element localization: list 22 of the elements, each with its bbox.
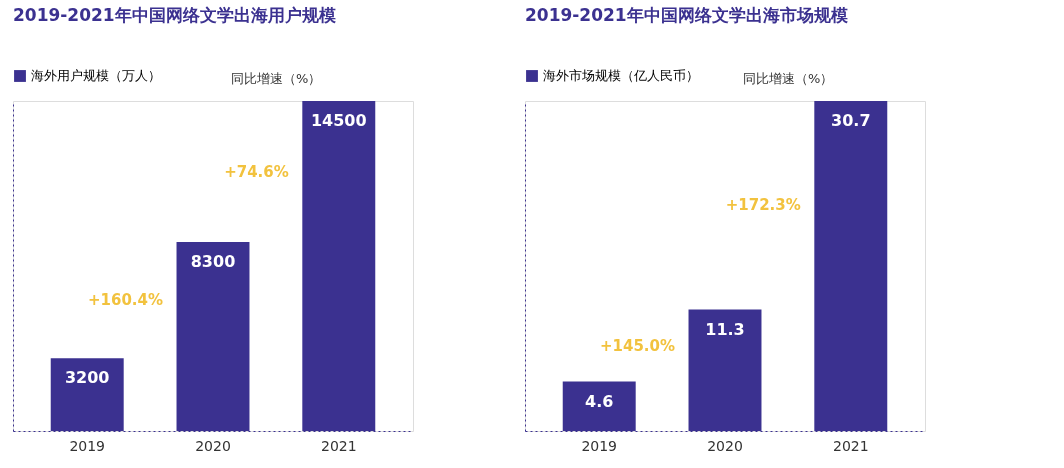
x-tick-label: 2020 [707, 437, 743, 454]
annotation: +74.6% [224, 162, 289, 181]
data-label: 3200 [64, 368, 110, 388]
data-label: 8300 [190, 252, 236, 272]
data-label: 30.7 [831, 111, 871, 130]
text: 同比增速（%） [231, 71, 322, 86]
x-tick-label: 2020 [195, 437, 231, 454]
legend-label: 海外用户规模（万人） [31, 68, 161, 83]
text: 同比增速（%） [743, 71, 834, 86]
x-tick-label: 2021 [320, 437, 357, 454]
annotation: +145.0% [599, 336, 675, 355]
x-tick-label: 2019 [69, 437, 106, 454]
annotation: +172.3% [725, 196, 801, 215]
x-tick-label: 2019 [581, 437, 618, 454]
chart-title: 2019-2021年中国网络文学出海用户规模 [13, 5, 336, 25]
x-tick-label: 2021 [832, 437, 869, 454]
data-label: 11.3 [705, 319, 745, 339]
data-label: 14500 [310, 111, 367, 130]
legend-label: 海外市场规模（亿人民币） [543, 68, 699, 83]
chart-title: 2019-2021年中国网络文学出海市场规模 [525, 5, 848, 25]
annotation: +160.4% [87, 291, 163, 310]
data-label: 4.6 [585, 391, 614, 411]
